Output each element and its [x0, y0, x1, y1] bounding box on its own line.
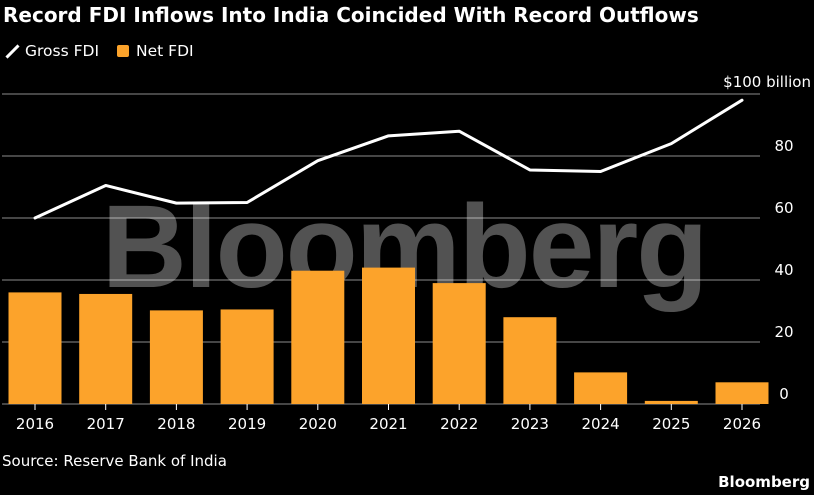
y-tick-label: 20	[774, 323, 793, 341]
legend-item-gross-fdi: Gross FDI	[4, 42, 99, 60]
y-tick-label: $100 billion	[723, 73, 811, 91]
bar-net-fdi-2026	[715, 382, 769, 404]
legend: Gross FDI Net FDI	[4, 40, 212, 62]
x-tick-label: 2016	[16, 415, 54, 433]
bar-net-fdi-2022	[432, 283, 486, 404]
x-tick-label: 2018	[157, 415, 195, 433]
bar-net-fdi-2021	[362, 267, 415, 404]
x-tick-label: 2026	[723, 415, 761, 433]
y-tick-label: 40	[774, 261, 793, 279]
chart-title: Record FDI Inflows Into India Coincided …	[3, 3, 699, 27]
bar-net-fdi-2025	[644, 400, 698, 404]
bar-net-fdi-2019	[220, 309, 274, 404]
brand-logo: Bloomberg	[718, 473, 810, 491]
bar-net-fdi-2024	[574, 372, 628, 404]
y-tick-label: 80	[774, 137, 793, 155]
legend-item-net-fdi: Net FDI	[117, 42, 194, 60]
x-tick-label: 2019	[228, 415, 266, 433]
y-tick-label: 60	[774, 199, 793, 217]
x-tick-label: 2023	[511, 415, 549, 433]
bar-net-fdi-2017	[79, 293, 133, 404]
legend-label-gross-fdi: Gross FDI	[25, 42, 100, 60]
bar-net-fdi-2023	[503, 317, 557, 404]
y-tick-label: 0	[779, 385, 789, 403]
bar-net-fdi-2016	[8, 292, 62, 404]
x-tick-label: 2020	[299, 415, 337, 433]
bar-net-fdi-2020	[291, 270, 345, 404]
x-tick-label: 2025	[652, 415, 690, 433]
x-tick-label: 2017	[87, 415, 125, 433]
bar-net-fdi-2018	[149, 310, 203, 404]
bar-swatch-icon	[117, 45, 130, 57]
x-tick-label: 2024	[582, 415, 620, 433]
x-tick-label: 2022	[440, 415, 478, 433]
x-tick-label: 2021	[369, 415, 407, 433]
source-note: Source: Reserve Bank of India	[2, 452, 227, 470]
legend-label-net-fdi: Net FDI	[136, 42, 194, 60]
